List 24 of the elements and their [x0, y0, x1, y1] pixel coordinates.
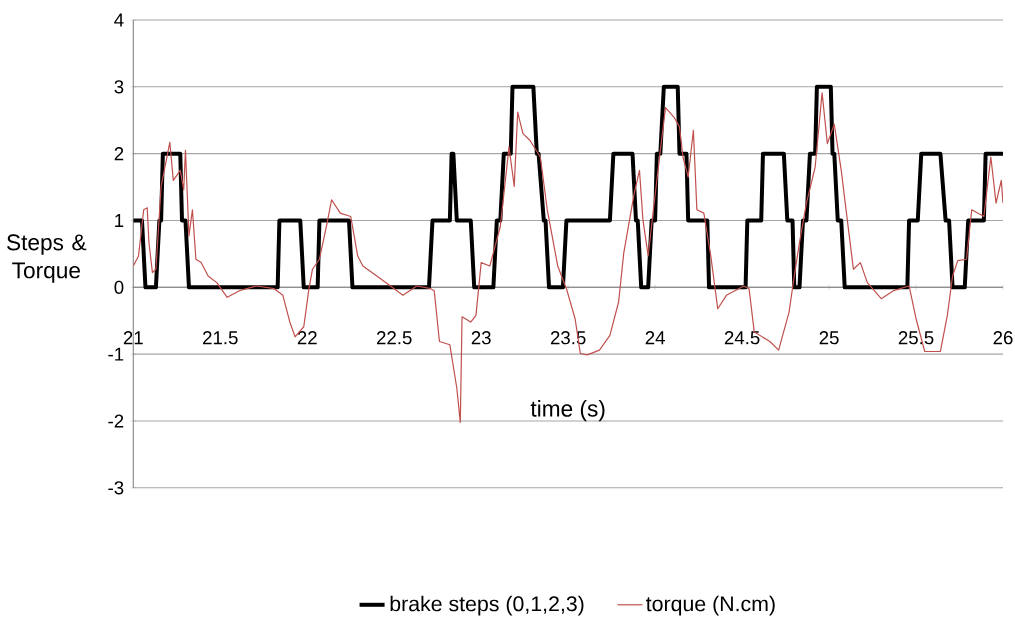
- line-series: [133, 84, 1004, 290]
- y-tick-label: 0: [114, 280, 124, 295]
- y-tick-label: 4: [114, 13, 124, 27]
- x-tick-label: 21: [123, 331, 143, 345]
- x-tick-label: 24: [645, 331, 665, 345]
- x-tick-label: 25.5: [898, 331, 934, 345]
- y-tick-label: 3: [114, 80, 124, 94]
- x-tick-label: 21.5: [203, 331, 238, 345]
- y-tick-label: -3: [108, 481, 124, 495]
- y-tick-label: -2: [108, 414, 124, 428]
- x-tick-label: 23: [471, 331, 491, 345]
- legend-label: brake steps (0,1,2,3): [390, 595, 584, 616]
- y-tick-label: 2: [114, 147, 124, 161]
- y-axis-title: Steps & Torque: [7, 234, 87, 283]
- x-tick-label: 22.5: [376, 331, 412, 345]
- y-tick-label: -1: [108, 347, 124, 361]
- x-tick-label: 23.5: [550, 331, 586, 345]
- x-tick-label: 25: [819, 331, 839, 345]
- x-tick-label: 26: [993, 331, 1013, 345]
- x-axis-title: time (s): [530, 400, 605, 422]
- y-tick-label: 1: [115, 214, 124, 228]
- x-tick-label: 24.5: [724, 331, 760, 345]
- legend-label: torque (N.cm): [646, 595, 775, 616]
- x-tick-label: 22: [297, 331, 317, 345]
